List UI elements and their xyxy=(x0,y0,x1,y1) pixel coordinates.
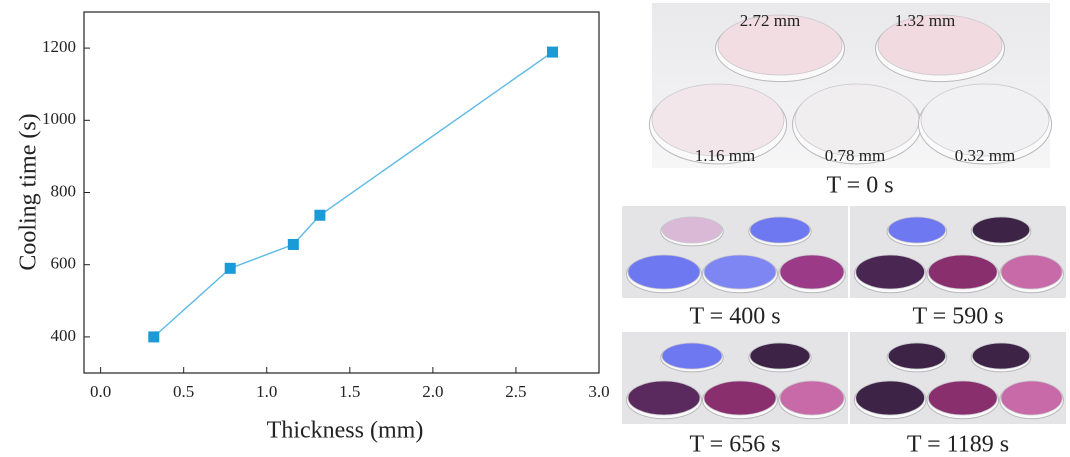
photo-caption: T = 590 s xyxy=(912,304,1003,330)
dish-content xyxy=(704,255,776,289)
dish-content xyxy=(780,255,844,289)
x-axis-label: Thickness (mm) xyxy=(267,418,424,444)
x-tick-label: 3.0 xyxy=(588,382,609,401)
dish-content xyxy=(750,343,810,369)
photo-caption: T = 1189 s xyxy=(907,432,1009,457)
data-line xyxy=(154,52,553,337)
x-tick-label: 2.5 xyxy=(505,382,526,401)
x-tick-label: 0.5 xyxy=(173,382,194,401)
dish-content xyxy=(888,343,945,369)
thickness-label: 1.16 mm xyxy=(695,146,755,165)
dish-content xyxy=(972,343,1029,369)
y-tick-label: 800 xyxy=(51,181,77,200)
photo-t0: 2.72 mm 1.32 mm 1.16 mm 0.78 mm 0.32 mm T = 0… xyxy=(649,3,1051,199)
thickness-label: 0.32 mm xyxy=(955,146,1015,165)
dish-content xyxy=(780,381,844,415)
y-tick-label: 600 xyxy=(51,254,77,273)
dish-content xyxy=(928,255,997,289)
x-tick-label: 1.5 xyxy=(339,382,360,401)
figure: Thickness (mm) Cooling time (s) 0.0 0.5 1.… xyxy=(0,0,1070,457)
x-tick-label: 2.0 xyxy=(422,382,443,401)
y-axis-label: Cooling time (s) xyxy=(16,113,42,270)
y-tick-label: 1200 xyxy=(42,37,76,56)
photo-panel: T = 400 s xyxy=(622,206,848,330)
photo-caption: T = 0 s xyxy=(826,173,893,199)
photo-panel: T = 1189 s xyxy=(850,332,1066,457)
data-point xyxy=(314,210,325,221)
dish-content xyxy=(750,217,810,243)
dish-content xyxy=(972,217,1029,243)
data-point xyxy=(288,239,299,250)
photo-caption: T = 400 s xyxy=(689,304,780,330)
data-point xyxy=(225,263,236,274)
y-tick-label: 400 xyxy=(51,326,77,345)
dish-content xyxy=(704,381,776,415)
dish-content xyxy=(662,343,722,369)
x-tick-label: 1.0 xyxy=(256,382,277,401)
thickness-label: 2.72 mm xyxy=(740,11,800,30)
photo-caption: T = 656 s xyxy=(689,432,780,457)
dish-content xyxy=(628,381,700,415)
plot-frame xyxy=(84,12,599,373)
thickness-label: 1.32 mm xyxy=(895,11,955,30)
dish-content xyxy=(856,255,925,289)
dish-content xyxy=(628,255,700,289)
dish-content xyxy=(1001,255,1062,289)
thickness-label: 0.78 mm xyxy=(825,146,885,165)
dish-content xyxy=(888,217,945,243)
dish-content xyxy=(1001,381,1062,415)
x-tick-label: 0.0 xyxy=(90,382,111,401)
dish-content xyxy=(856,381,925,415)
y-tick-label: 1000 xyxy=(42,109,76,128)
data-point xyxy=(547,47,558,58)
photo-panel: T = 656 s xyxy=(622,332,848,457)
dish-content xyxy=(662,217,722,243)
dish-content xyxy=(928,381,997,415)
data-point xyxy=(148,331,159,342)
photo-panel: T = 590 s xyxy=(850,206,1066,330)
